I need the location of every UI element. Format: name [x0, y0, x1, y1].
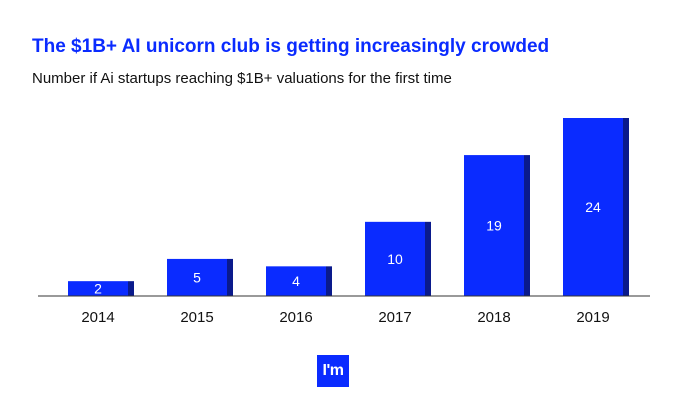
brand-logo: I'm [317, 355, 349, 387]
x-tick-label: 2019 [576, 309, 609, 326]
bars-group: 2 5 4 10 19 24 [68, 118, 629, 297]
x-tick-label: 2015 [180, 309, 213, 326]
x-tick-label: 2014 [81, 309, 114, 326]
x-tick-labels: 2014 2015 2016 2017 2018 2019 [81, 309, 609, 326]
bar-value-label: 24 [585, 199, 601, 215]
bar-2018 [464, 155, 524, 296]
bar-2015 [167, 258, 227, 296]
bar-side-2017 [425, 221, 431, 296]
bar-side-2016 [326, 266, 332, 296]
bar-value-label: 2 [94, 281, 102, 297]
bar-side-2019 [623, 118, 629, 296]
bar-side-2015 [227, 258, 233, 296]
bar-value-label: 10 [387, 251, 403, 267]
bar-value-label: 5 [193, 269, 201, 285]
chart-subtitle: Number if Ai startups reaching $1B+ valu… [32, 70, 452, 87]
bar-value-label: 19 [486, 218, 502, 234]
bar-side-2018 [524, 155, 530, 296]
x-tick-label: 2017 [378, 309, 411, 326]
bar-value-label: 4 [292, 273, 300, 289]
bar-2017 [365, 221, 425, 296]
bar-2019 [563, 118, 623, 296]
bar-side-2014 [128, 281, 134, 296]
x-tick-label: 2018 [477, 309, 510, 326]
x-tick-label: 2016 [279, 309, 312, 326]
bar-2016 [266, 266, 326, 296]
chart-title: The $1B+ AI unicorn club is getting incr… [32, 36, 550, 57]
bar-2014 [68, 281, 128, 296]
